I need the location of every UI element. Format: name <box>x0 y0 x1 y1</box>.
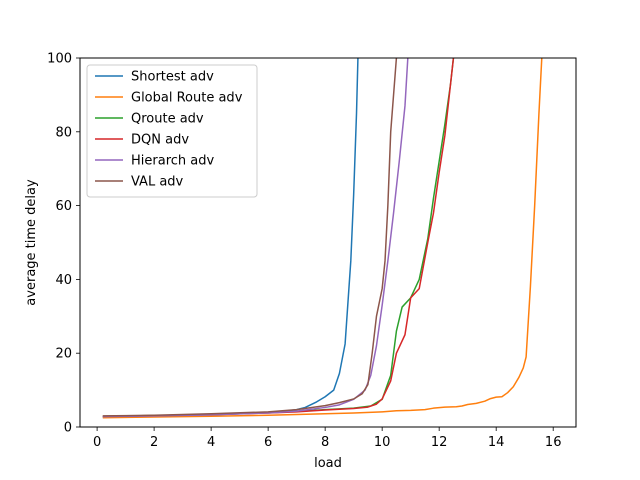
x-tick-label: 12 <box>431 435 448 450</box>
x-tick-label: 2 <box>150 435 158 450</box>
x-tick-label: 8 <box>321 435 329 450</box>
x-tick-label: 10 <box>374 435 391 450</box>
y-axis-label: average time delay <box>24 179 39 306</box>
series-line-5 <box>102 58 398 417</box>
legend-entry: Hierarch adv <box>131 154 214 169</box>
y-tick-label: 80 <box>55 125 72 140</box>
x-tick-label: 14 <box>488 435 505 450</box>
y-tick-label: 0 <box>64 421 72 436</box>
x-tick-label: 6 <box>264 435 272 450</box>
legend-entry: VAL adv <box>131 175 184 190</box>
legend-entry: DQN adv <box>131 133 189 148</box>
x-axis-label: load <box>314 456 342 471</box>
x-axis-ticks: 0 2 4 6 8 10 12 14 16 <box>93 427 562 450</box>
legend-box <box>86 64 258 198</box>
series-line-1 <box>102 58 543 419</box>
x-tick-label: 16 <box>545 435 562 450</box>
legend: Shortest adv Global Route adv Qroute adv DQ… <box>86 64 258 198</box>
y-tick-label: 60 <box>55 199 72 214</box>
y-tick-label: 40 <box>55 273 72 288</box>
y-tick-label: 20 <box>55 347 72 362</box>
y-axis-ticks: 0 20 40 60 80 100 <box>47 52 80 436</box>
y-tick-label: 100 <box>47 52 72 67</box>
x-tick-label: 4 <box>207 435 215 450</box>
legend-entry: Qroute adv <box>131 112 204 127</box>
plot-lines <box>102 58 543 419</box>
legend-entry: Global Route adv <box>131 91 243 106</box>
x-tick-label: 0 <box>93 435 101 450</box>
legend-entry: Shortest adv <box>131 70 214 85</box>
plot-frame <box>79 57 577 428</box>
